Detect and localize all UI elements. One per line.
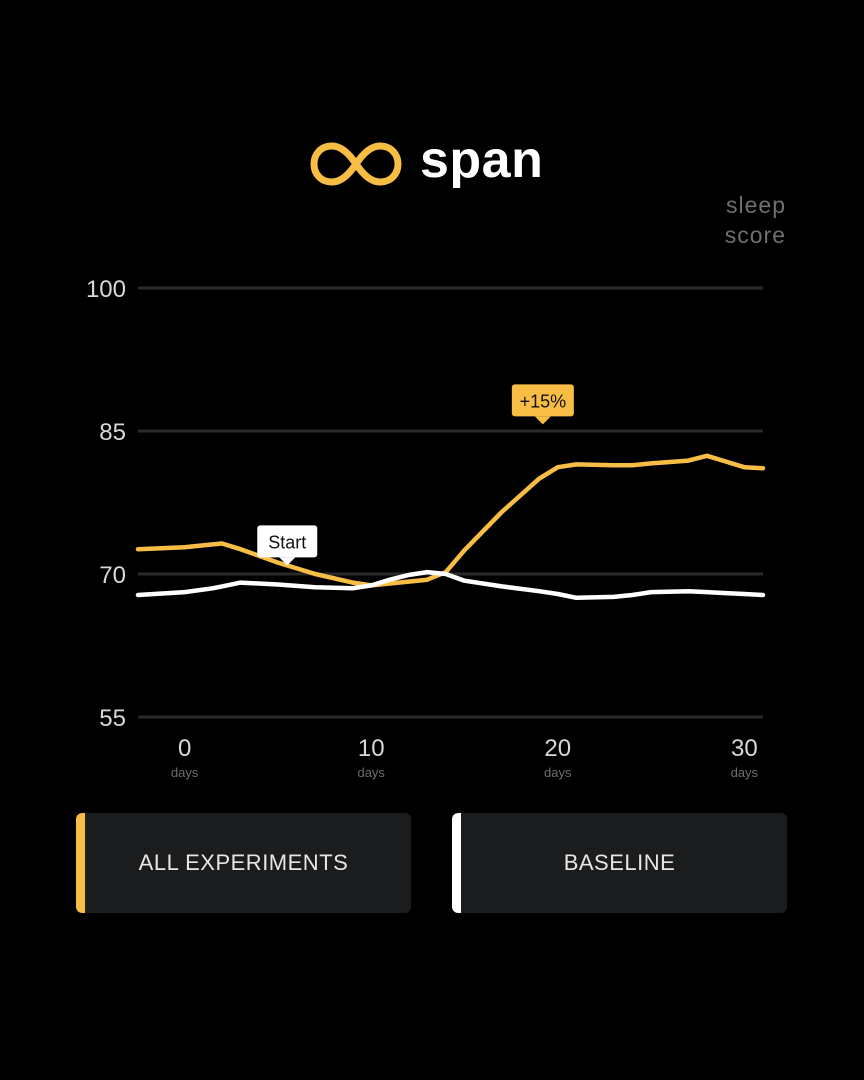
x-tick-unit: days: [731, 765, 759, 780]
sleep-score-chart: 55 70 85 100 0 days 10 days 20 days 30 days Start +…: [86, 276, 766, 780]
y-tick-label: 55: [99, 705, 126, 732]
annotation-label: +15%: [520, 391, 567, 411]
unit-label-line-1: sleep: [726, 192, 786, 218]
legend-swatch-all-experiments: [76, 813, 85, 913]
x-tick-unit: days: [544, 765, 572, 780]
annotation-label: Start: [268, 532, 306, 552]
series-line-baseline: [135, 569, 766, 601]
x-tick-unit: days: [357, 765, 385, 780]
brand-name: span: [420, 131, 544, 189]
y-tick-label: 100: [86, 276, 126, 303]
legend-swatch-baseline: [452, 813, 461, 913]
y-tick-label: 70: [99, 562, 126, 589]
legend-button-baseline[interactable]: BASELINE: [452, 813, 787, 913]
x-tick-unit: days: [171, 765, 199, 780]
annotation-pointer: [534, 416, 551, 425]
annotation-box: [511, 384, 574, 417]
legend-button-all-experiments[interactable]: ALL EXPERIMENTS: [76, 813, 411, 913]
x-tick-label: 20: [544, 735, 571, 762]
y-axis-unit-label: sleep score: [666, 190, 786, 250]
x-tick-label: 10: [358, 735, 385, 762]
app-header: span: [0, 128, 864, 198]
x-tick-label: 0: [178, 735, 191, 762]
legend-label-baseline: BASELINE: [563, 850, 676, 875]
series-line-all-experiments: [135, 453, 766, 588]
legend-label-all-experiments: ALL EXPERIMENTS: [138, 850, 349, 875]
annotation-15: +15%: [511, 384, 574, 425]
annotation-start: Start: [257, 525, 318, 566]
y-tick-label: 85: [99, 419, 126, 446]
unit-label-line-2: score: [724, 222, 786, 248]
annotation-box: [257, 525, 318, 558]
annotation-pointer: [279, 557, 296, 566]
x-tick-label: 30: [731, 735, 758, 762]
span-logo-icon: [310, 142, 402, 186]
